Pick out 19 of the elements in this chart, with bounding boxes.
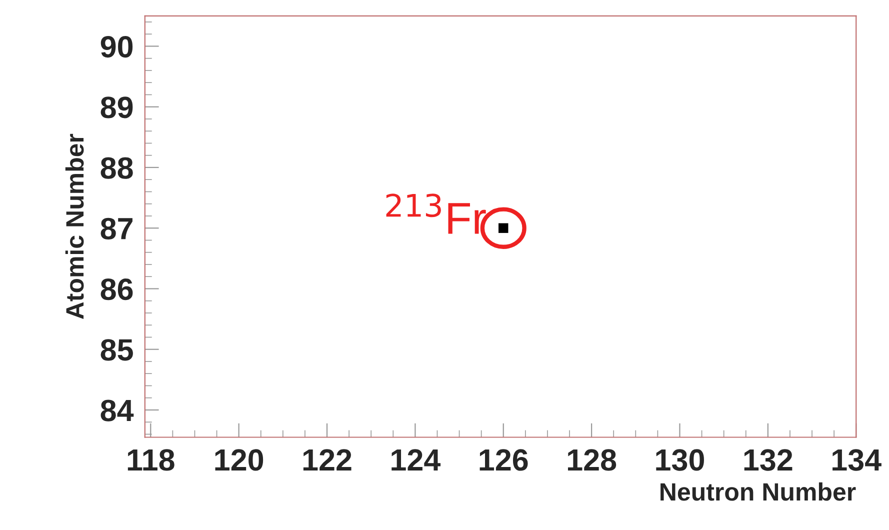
x-tick-label: 124: [392, 449, 441, 471]
annotation: $^{213}$Fr: [386, 194, 486, 234]
y-tick-label: 89: [100, 96, 133, 118]
y-axis-title: Atomic Number: [65, 134, 84, 320]
x-tick-label: 122: [303, 449, 352, 471]
x-tick-label: 120: [215, 449, 264, 471]
x-axis-title: Neutron Number: [660, 482, 856, 501]
x-tick-label: 118: [128, 449, 174, 471]
y-tick-label: 85: [100, 339, 133, 361]
y-tick-label: 87: [100, 218, 132, 240]
y-tick-label: 88: [100, 157, 133, 179]
y-tick-label: 84: [100, 400, 134, 422]
x-tick-label: 126: [480, 449, 528, 471]
x-tick-label: 130: [656, 449, 704, 471]
x-tick-label: 134: [832, 449, 882, 471]
y-tick-label: 86: [100, 278, 133, 300]
x-tick-label: 132: [744, 449, 792, 471]
y-tick-label: 90: [100, 36, 133, 58]
x-tick-label: 128: [568, 449, 616, 471]
